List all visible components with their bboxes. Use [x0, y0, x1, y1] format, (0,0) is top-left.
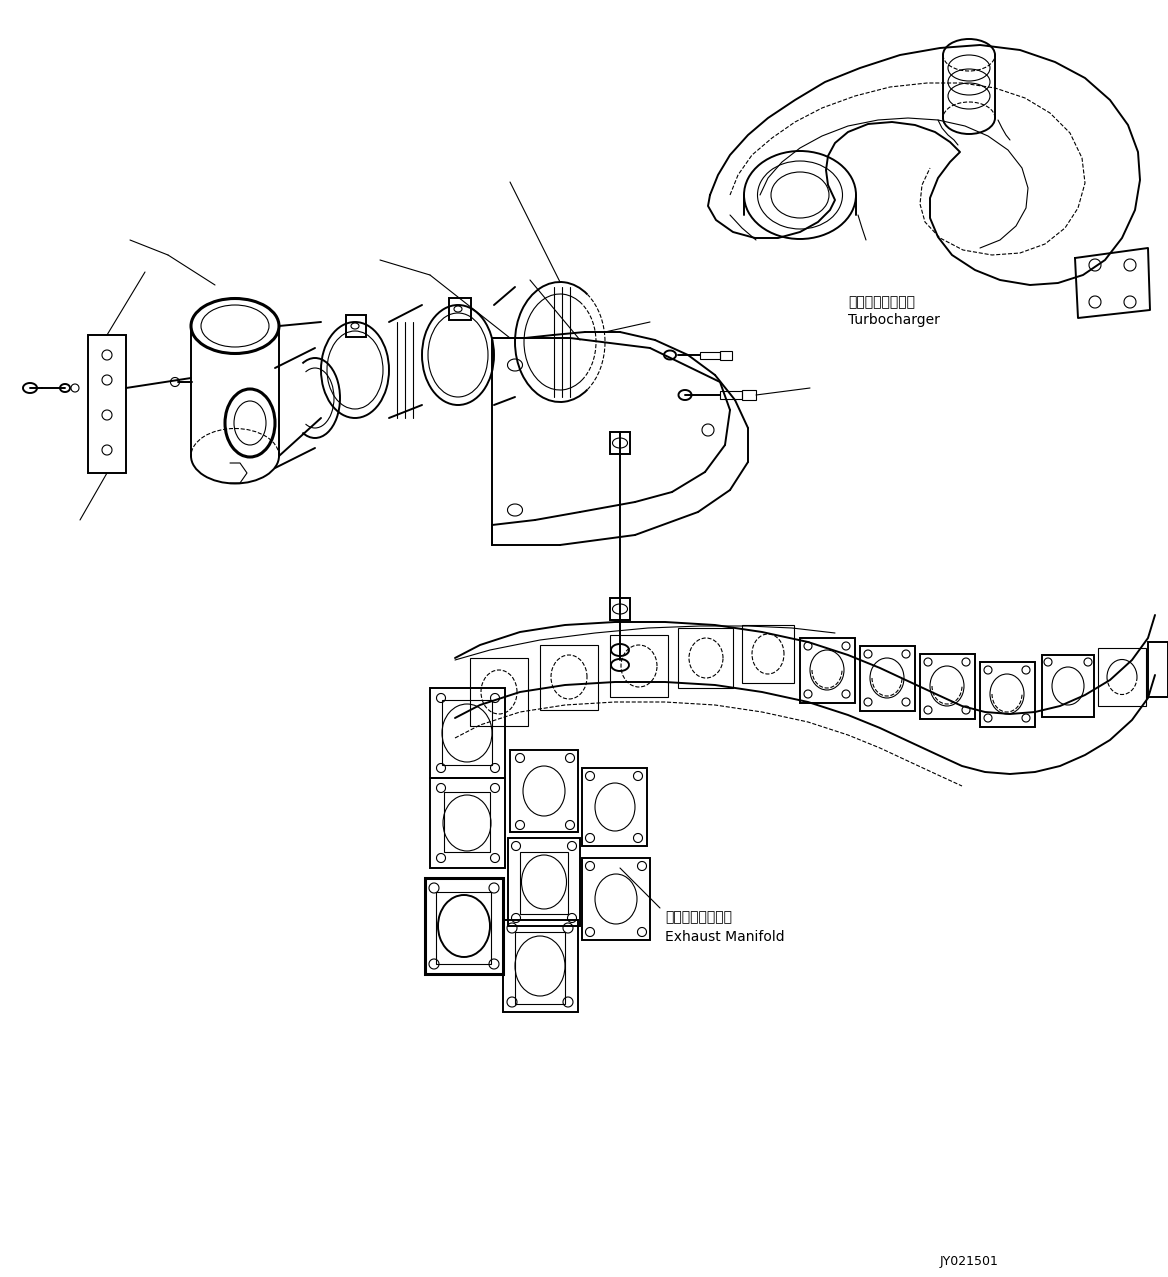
Bar — [610, 598, 630, 621]
Bar — [860, 646, 915, 711]
Bar — [980, 661, 1035, 727]
Text: Turbocharger: Turbocharger — [848, 313, 940, 327]
Bar — [582, 767, 647, 845]
Bar — [742, 624, 794, 683]
Text: 排気マニホールド: 排気マニホールド — [665, 911, 732, 925]
Bar — [515, 932, 565, 1004]
Bar — [503, 919, 578, 1011]
Text: ターボチャージャ: ターボチャージャ — [848, 295, 915, 309]
Bar — [1148, 642, 1168, 697]
Bar — [920, 654, 975, 719]
Bar — [88, 335, 126, 472]
Bar — [677, 628, 734, 688]
Bar — [470, 658, 528, 727]
Bar — [800, 638, 855, 704]
Bar — [436, 893, 491, 964]
Bar — [1098, 647, 1146, 706]
Bar — [610, 635, 668, 697]
Bar — [444, 792, 491, 852]
Bar — [719, 351, 732, 360]
Bar — [742, 389, 756, 400]
Bar — [540, 645, 598, 710]
Bar — [719, 391, 742, 398]
Text: JY021501: JY021501 — [940, 1255, 999, 1268]
Bar — [510, 750, 578, 833]
Bar — [442, 700, 492, 765]
Bar — [425, 879, 503, 974]
Bar — [700, 352, 719, 359]
Text: Exhaust Manifold: Exhaust Manifold — [665, 930, 785, 944]
Bar — [1042, 655, 1094, 716]
Bar — [449, 298, 471, 321]
Bar — [520, 852, 568, 914]
Bar — [346, 315, 366, 337]
Bar — [430, 688, 505, 778]
Bar — [430, 778, 505, 868]
Bar — [610, 432, 630, 455]
Bar — [582, 858, 651, 940]
Bar — [508, 838, 580, 926]
